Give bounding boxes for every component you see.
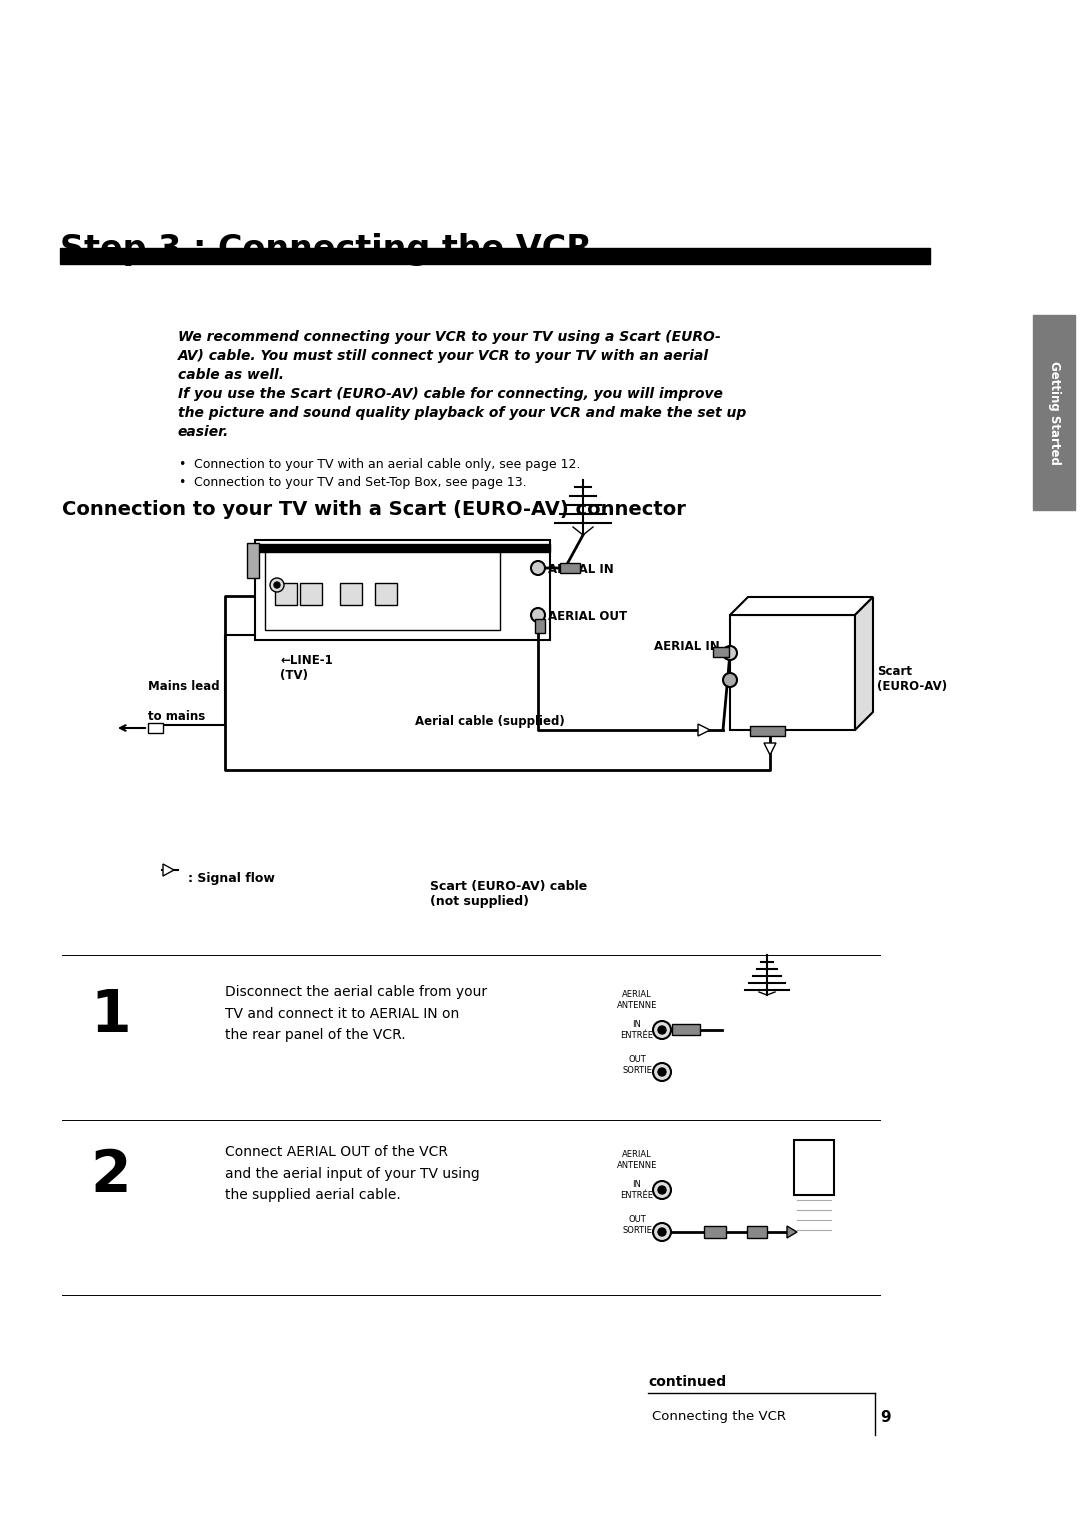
Polygon shape [730, 597, 873, 614]
Circle shape [723, 646, 737, 660]
Circle shape [658, 1229, 666, 1236]
Bar [704, 1225, 726, 1238]
Text: 1: 1 [90, 987, 131, 1044]
Text: Connection to your TV with an aerial cable only, see page 12.: Connection to your TV with an aerial cab… [194, 458, 580, 471]
Text: continued: continued [648, 1375, 726, 1389]
Text: •: • [178, 458, 186, 471]
Text: OUT
SORTIE: OUT SORTIE [622, 1054, 652, 1076]
Bar [148, 723, 163, 733]
Circle shape [658, 1186, 666, 1193]
Bar [255, 544, 550, 552]
Text: •: • [178, 477, 186, 489]
Text: AV) cable. You must still connect your VCR to your TV with an aerial: AV) cable. You must still connect your V… [178, 348, 710, 364]
Text: Getting Started: Getting Started [1048, 361, 1061, 465]
Bar [713, 646, 729, 657]
Text: IN
ENTRÉE: IN ENTRÉE [621, 1180, 653, 1199]
Text: Aerial cable (supplied): Aerial cable (supplied) [415, 715, 565, 727]
Text: IN
ENTRÉE: IN ENTRÉE [621, 1021, 653, 1041]
Bar [535, 619, 545, 633]
Text: We recommend connecting your VCR to your TV using a Scart (EURO-: We recommend connecting your VCR to your… [178, 330, 720, 344]
Circle shape [658, 1025, 666, 1034]
Text: : Signal flow: : Signal flow [188, 871, 275, 885]
Circle shape [274, 582, 280, 588]
Text: the picture and sound quality playback of your VCR and make the set up: the picture and sound quality playback o… [178, 406, 746, 420]
Bar [750, 726, 785, 736]
Bar [340, 584, 362, 605]
Polygon shape [787, 1225, 797, 1238]
Text: Step 3 : Connecting the VCR: Step 3 : Connecting the VCR [60, 232, 592, 266]
Polygon shape [163, 863, 174, 876]
Text: Connection to your TV and Set-Top Box, see page 13.: Connection to your TV and Set-Top Box, s… [194, 477, 527, 489]
Text: Disconnect the aerial cable from your
TV and connect it to AERIAL IN on
the rear: Disconnect the aerial cable from your TV… [225, 986, 487, 1042]
Bar [375, 584, 397, 605]
Text: OUT
SORTIE: OUT SORTIE [622, 1215, 652, 1235]
Bar [60, 248, 930, 264]
Circle shape [270, 578, 284, 591]
Circle shape [653, 1021, 671, 1039]
Bar [300, 584, 322, 605]
Bar [672, 1024, 700, 1034]
Text: Scart (EURO-AV) cable
(not supplied): Scart (EURO-AV) cable (not supplied) [430, 880, 588, 908]
Bar [1032, 315, 1075, 510]
Bar [247, 542, 259, 578]
Text: AERIAL
ANTENNE: AERIAL ANTENNE [617, 1151, 658, 1170]
Text: Connect AERIAL OUT of the VCR
and the aerial input of your TV using
the supplied: Connect AERIAL OUT of the VCR and the ae… [225, 1144, 480, 1203]
Polygon shape [764, 743, 777, 755]
Text: 2: 2 [90, 1146, 131, 1204]
Text: AERIAL IN: AERIAL IN [548, 562, 613, 576]
Text: Mains lead: Mains lead [148, 680, 219, 694]
Circle shape [653, 1181, 671, 1199]
Bar [747, 1225, 767, 1238]
Circle shape [531, 561, 545, 575]
Text: to mains: to mains [148, 711, 205, 723]
Bar [275, 584, 297, 605]
Circle shape [723, 672, 737, 688]
Text: Connection to your TV with a Scart (EURO-AV) connector: Connection to your TV with a Scart (EURO… [62, 500, 686, 520]
Circle shape [658, 1068, 666, 1076]
Circle shape [531, 608, 545, 622]
Text: AERIAL IN: AERIAL IN [654, 640, 720, 652]
Text: ←LINE-1
(TV): ←LINE-1 (TV) [280, 654, 333, 681]
Polygon shape [855, 597, 873, 730]
Text: AERIAL OUT: AERIAL OUT [548, 610, 627, 623]
Text: easier.: easier. [178, 425, 229, 439]
Circle shape [653, 1222, 671, 1241]
Bar [730, 614, 855, 730]
Text: AERIAL
ANTENNE: AERIAL ANTENNE [617, 990, 658, 1010]
Text: 9: 9 [880, 1410, 891, 1426]
Bar [794, 1140, 834, 1195]
Circle shape [653, 1063, 671, 1080]
Bar [265, 550, 500, 630]
Text: Connecting the VCR: Connecting the VCR [652, 1410, 786, 1423]
Bar [255, 539, 550, 640]
Text: cable as well.: cable as well. [178, 368, 284, 382]
Text: Scart
(EURO-AV): Scart (EURO-AV) [877, 665, 947, 694]
Bar [561, 562, 580, 573]
Text: If you use the Scart (EURO-AV) cable for connecting, you will improve: If you use the Scart (EURO-AV) cable for… [178, 387, 723, 400]
Polygon shape [698, 724, 710, 736]
